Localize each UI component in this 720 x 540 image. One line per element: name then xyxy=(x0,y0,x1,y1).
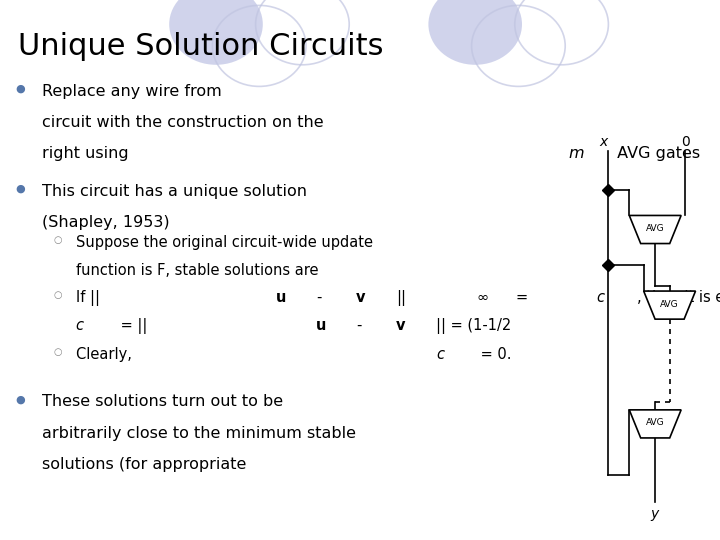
Text: (Shapley, 1953): (Shapley, 1953) xyxy=(42,215,169,230)
Text: 0: 0 xyxy=(681,134,690,149)
Polygon shape xyxy=(629,215,681,244)
Text: function is F, stable solutions are: function is F, stable solutions are xyxy=(76,263,323,278)
Text: These solutions turn out to be: These solutions turn out to be xyxy=(42,394,283,409)
Text: -: - xyxy=(316,290,321,305)
Text: Replace any wire from: Replace any wire from xyxy=(42,84,227,99)
Text: ●: ● xyxy=(16,394,26,404)
Text: = ||: = || xyxy=(116,318,147,334)
Polygon shape xyxy=(644,291,696,319)
Polygon shape xyxy=(629,410,681,438)
Text: AVG gates: AVG gates xyxy=(612,146,701,161)
Text: solutions (for appropriate: solutions (for appropriate xyxy=(42,457,251,472)
Text: ○: ○ xyxy=(54,290,63,300)
Text: v: v xyxy=(356,290,366,305)
Text: arbitrarily close to the minimum stable: arbitrarily close to the minimum stable xyxy=(42,426,356,441)
Text: AVG: AVG xyxy=(646,418,665,427)
Text: c: c xyxy=(436,347,444,362)
Text: ||: || xyxy=(396,290,406,306)
Ellipse shape xyxy=(428,0,522,65)
Text: $y$: $y$ xyxy=(650,508,660,523)
Text: circuit with the construction on the: circuit with the construction on the xyxy=(42,115,323,130)
Text: $x$: $x$ xyxy=(600,134,610,149)
Text: = 0.: = 0. xyxy=(477,347,512,362)
Text: Unique Solution Circuits: Unique Solution Circuits xyxy=(18,32,384,62)
Text: =: = xyxy=(516,290,533,305)
Text: AVG: AVG xyxy=(646,224,665,233)
Ellipse shape xyxy=(169,0,263,65)
Text: right using: right using xyxy=(42,146,133,161)
Text: -: - xyxy=(356,318,361,333)
Text: Clearly,: Clearly, xyxy=(76,347,136,362)
Text: v: v xyxy=(396,318,405,333)
Text: ●: ● xyxy=(16,84,26,94)
Text: , then it is easy to see: , then it is easy to see xyxy=(636,290,720,305)
Text: ○: ○ xyxy=(54,347,63,357)
Text: If ||: If || xyxy=(76,290,99,306)
Text: u: u xyxy=(276,290,287,305)
Text: u: u xyxy=(316,318,326,333)
Text: ∞: ∞ xyxy=(476,290,488,305)
Text: m: m xyxy=(568,146,584,161)
Text: ●: ● xyxy=(16,184,26,194)
Text: c: c xyxy=(596,290,605,305)
Text: This circuit has a unique solution: This circuit has a unique solution xyxy=(42,184,307,199)
Text: Suppose the original circuit-wide update: Suppose the original circuit-wide update xyxy=(76,235,373,250)
Text: AVG: AVG xyxy=(660,300,679,308)
Text: || = (1-1/2: || = (1-1/2 xyxy=(436,318,511,334)
Text: c: c xyxy=(76,318,84,333)
Text: ○: ○ xyxy=(54,235,63,245)
